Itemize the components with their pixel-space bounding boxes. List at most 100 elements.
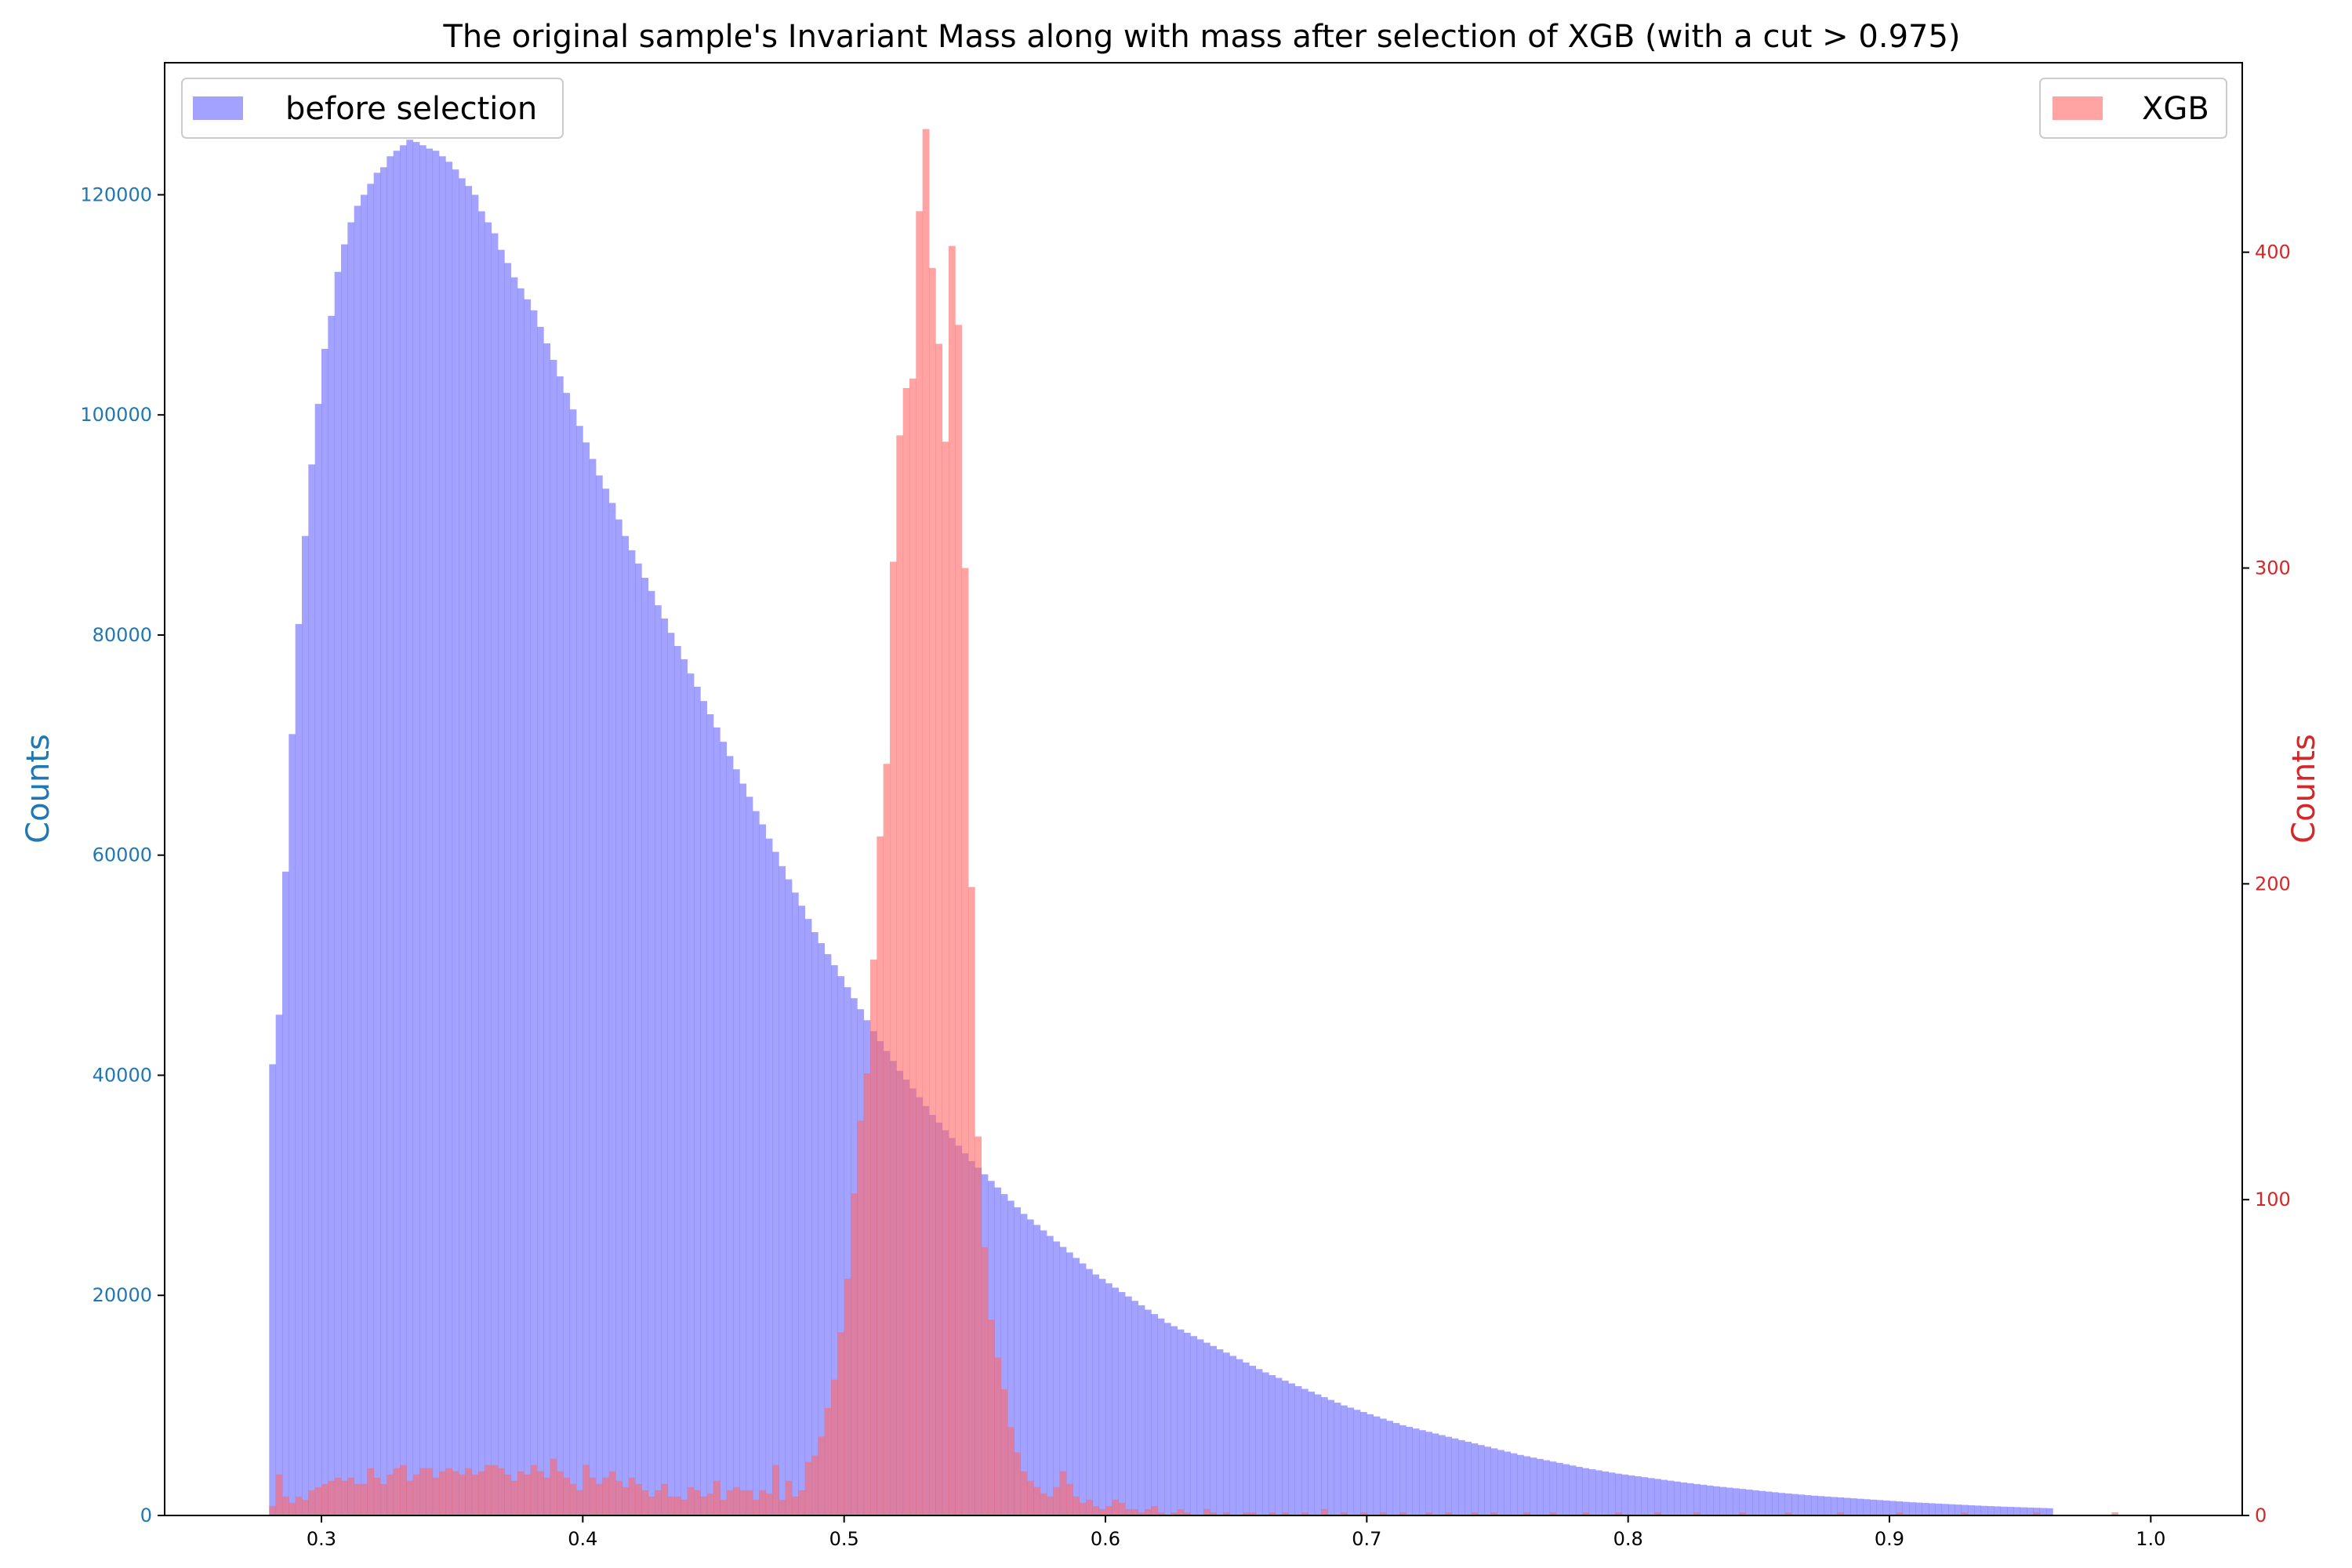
xgb-bar <box>550 1458 557 1515</box>
before-selection-bar <box>811 932 818 1515</box>
xgb-bar <box>1321 1509 1328 1515</box>
xgb-bar <box>406 1481 413 1515</box>
before-selection-bar <box>419 145 426 1515</box>
before-selection-bar <box>707 714 714 1515</box>
xgb-bar <box>811 1455 818 1515</box>
before-selection-bar <box>720 742 727 1515</box>
xgb-bar <box>1027 1481 1034 1515</box>
before-selection-bar <box>1145 1309 1152 1515</box>
before-selection-bar <box>1635 1476 1642 1515</box>
xgb-bar <box>563 1478 570 1515</box>
before-selection-bar <box>302 536 309 1515</box>
before-selection-bar <box>1452 1439 1459 1515</box>
before-selection-bar <box>570 409 577 1515</box>
xgb-bar <box>602 1478 609 1515</box>
before-selection-bar <box>1282 1381 1289 1515</box>
before-selection-bar <box>1445 1437 1452 1515</box>
legend-swatch-before-selection <box>193 96 243 120</box>
before-selection-bar <box>786 880 793 1515</box>
before-selection-bar <box>1609 1472 1616 1515</box>
before-selection-bar <box>609 503 616 1515</box>
before-selection-bar <box>1785 1494 1792 1515</box>
before-selection-bar <box>1484 1446 1491 1515</box>
before-selection-bar <box>1909 1502 1916 1515</box>
before-selection-bar <box>1987 1506 1994 1515</box>
before-selection-bar <box>792 892 799 1515</box>
before-selection-bar <box>1654 1479 1661 1515</box>
before-selection-bar <box>733 769 740 1515</box>
before-selection-bar <box>1164 1323 1171 1515</box>
before-selection-bar <box>1086 1269 1093 1515</box>
before-selection-bar <box>635 564 642 1515</box>
xgb-bar <box>511 1481 518 1515</box>
xgb-bar <box>1060 1472 1067 1515</box>
before-selection-bar <box>1889 1501 1896 1515</box>
before-selection-bar <box>1811 1496 1818 1515</box>
xgb-bar <box>772 1465 779 1515</box>
before-selection-bar <box>1131 1301 1138 1515</box>
before-selection-bar <box>1472 1443 1479 1515</box>
xgb-bar <box>543 1478 550 1515</box>
before-selection-bar <box>1080 1264 1087 1515</box>
before-selection-bar <box>1844 1498 1851 1515</box>
before-selection-bar <box>1203 1343 1210 1515</box>
before-selection-bar <box>622 536 629 1515</box>
xgb-bar <box>517 1472 524 1515</box>
before-selection-bar <box>818 943 825 1515</box>
xgb-bar <box>1080 1503 1087 1515</box>
before-selection-bar <box>387 156 394 1515</box>
before-selection-bar <box>641 578 648 1515</box>
before-selection-bar <box>1791 1494 1798 1515</box>
before-selection-bar <box>1347 1407 1354 1515</box>
xgb-bar <box>766 1494 773 1515</box>
xgb-bar <box>1053 1487 1060 1515</box>
before-selection-bar <box>380 167 387 1515</box>
xgb-bar <box>1145 1509 1152 1515</box>
before-selection-bar <box>1334 1403 1341 1515</box>
before-selection-bar <box>1942 1504 1949 1515</box>
before-selection-bar <box>1817 1496 1824 1515</box>
before-selection-bar <box>694 687 701 1515</box>
xgb-bar <box>994 1358 1001 1515</box>
before-selection-bar <box>1315 1395 1322 1515</box>
before-selection-bar <box>465 186 472 1515</box>
xgb-bar <box>269 1506 276 1515</box>
before-selection-bar <box>1621 1475 1628 1515</box>
before-selection-bar <box>537 327 544 1515</box>
before-selection-bar <box>1994 1506 2001 1515</box>
before-selection-bar <box>341 245 348 1515</box>
before-selection-bar <box>668 633 675 1515</box>
before-selection-bar <box>445 162 452 1515</box>
before-selection-bar <box>492 234 499 1515</box>
xgb-bar <box>335 1478 342 1515</box>
xgb-bar <box>857 1120 864 1515</box>
xgb-bar <box>576 1490 583 1515</box>
xgb-bar <box>909 379 916 1515</box>
before-selection-bar <box>1171 1327 1178 1515</box>
before-selection-bar <box>1700 1485 1707 1515</box>
before-selection-bar <box>1778 1493 1785 1515</box>
xgb-bar <box>537 1472 544 1515</box>
xgb-bar <box>929 268 936 1515</box>
before-selection-bar <box>269 1064 276 1515</box>
before-selection-bar <box>2040 1508 2047 1515</box>
x-tick-label: 1.0 <box>2136 1528 2165 1550</box>
xgb-bar <box>713 1481 720 1515</box>
before-selection-bar <box>2001 1507 2008 1515</box>
before-selection-bar <box>563 393 570 1515</box>
before-selection-bar <box>1465 1442 1472 1515</box>
before-selection-bar <box>1413 1428 1420 1515</box>
before-selection-bar <box>1138 1305 1145 1515</box>
xgb-bar <box>935 344 942 1515</box>
before-selection-bar <box>1550 1461 1557 1515</box>
before-selection-bar <box>361 194 368 1515</box>
before-selection-bar <box>1935 1504 1942 1515</box>
right-y-tick-label: 200 <box>2255 873 2291 895</box>
before-selection-bar <box>2046 1508 2053 1515</box>
xgb-bar <box>955 325 962 1515</box>
xgb-bar <box>498 1468 505 1515</box>
xgb-bar <box>779 1500 786 1515</box>
xgb-bar <box>413 1475 420 1515</box>
before-selection-bar <box>374 172 381 1515</box>
